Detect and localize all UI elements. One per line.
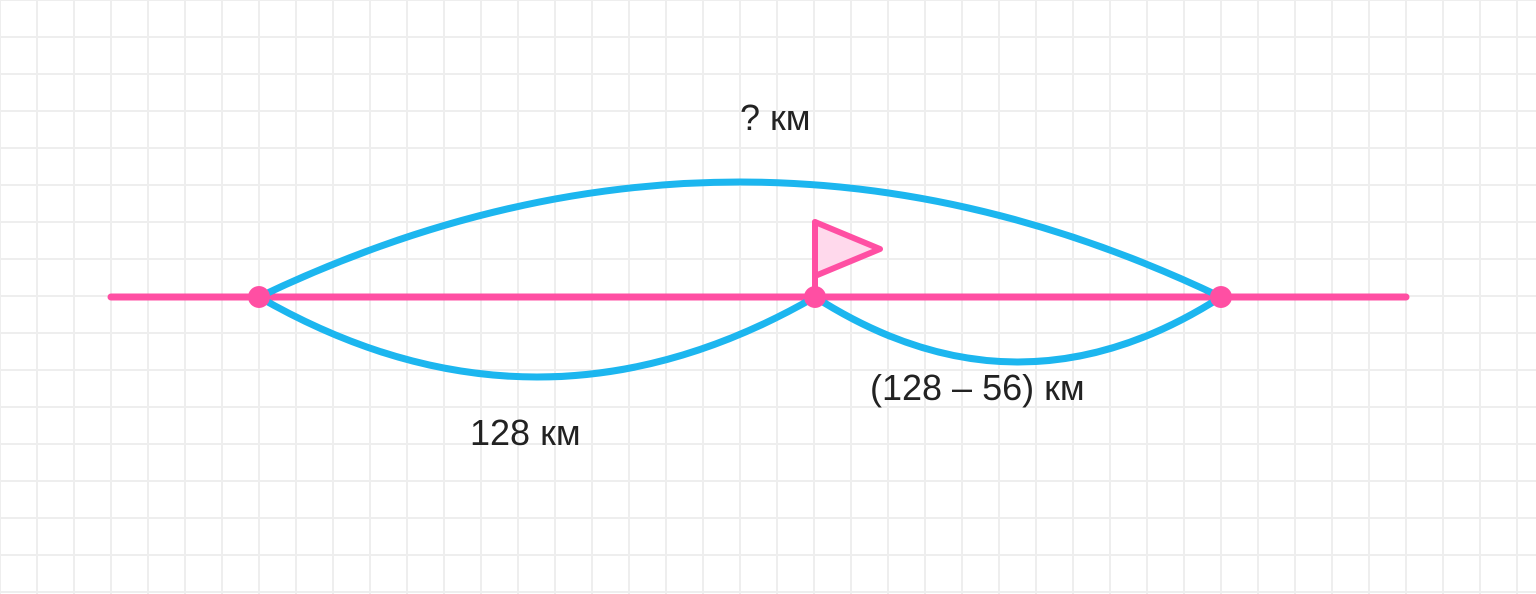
diagram-svg: ? км 128 км (128 – 56) км <box>0 0 1536 594</box>
diagram-container: ? км 128 км (128 – 56) км <box>0 0 1536 594</box>
point-a <box>248 286 270 308</box>
label-top: ? км <box>740 97 811 138</box>
point-b <box>804 286 826 308</box>
label-bottom-right: (128 – 56) км <box>870 367 1085 408</box>
point-c <box>1210 286 1232 308</box>
label-bottom-left: 128 км <box>470 412 581 453</box>
